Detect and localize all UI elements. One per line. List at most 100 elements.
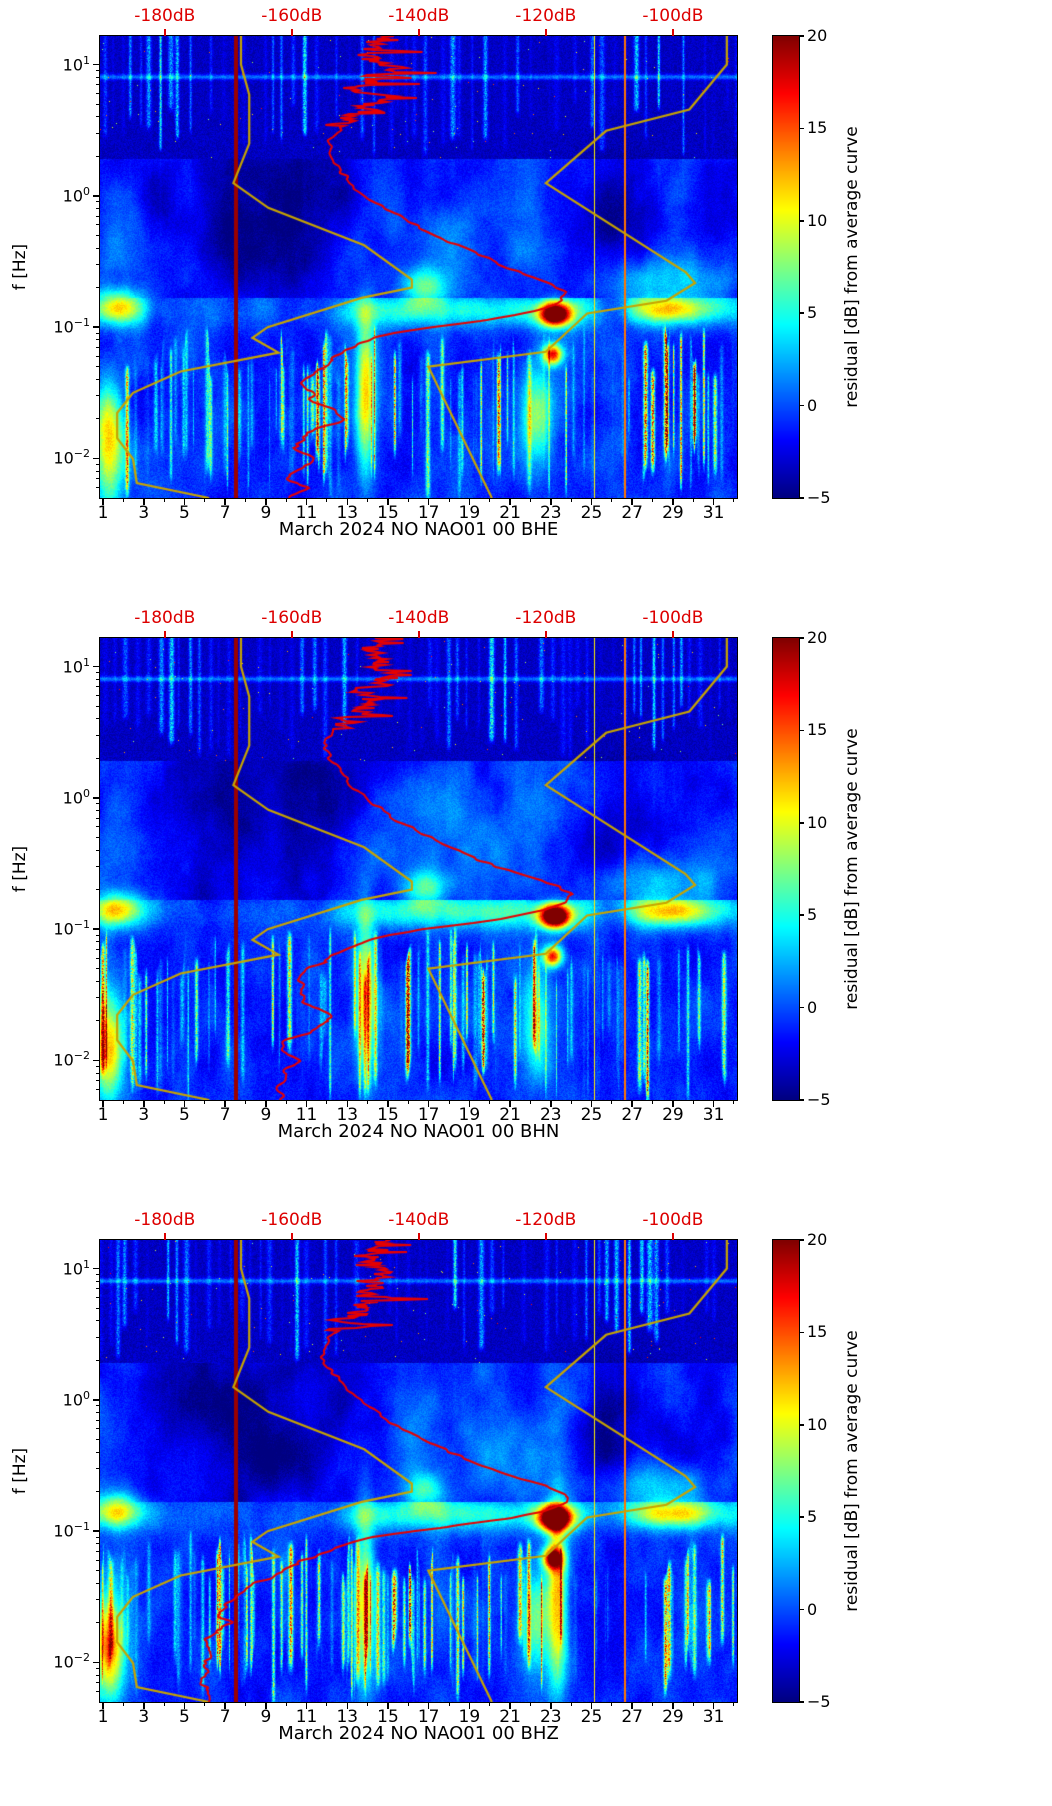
top-axis-label: -100dB [642,6,704,26]
x-tick-label: 29 [662,1105,684,1125]
top-axis-label: -120dB [515,608,577,628]
spectrogram-canvas [100,36,737,498]
top-axis-label: -120dB [515,1210,577,1230]
x-tick-label: 21 [499,1707,521,1727]
colorbar-tick [799,822,804,824]
y-tick [93,63,100,66]
x-tick-label: 17 [417,1707,440,1727]
top-axis-label: -160dB [261,1210,323,1230]
y-minor-tick [96,934,100,936]
colorbar-tick-label: 20 [807,1230,828,1249]
x-minor-tick [611,498,613,502]
y-minor-tick [96,84,100,86]
x-tick [631,1702,633,1709]
x-tick [550,1100,552,1107]
top-axis-tick [418,29,420,36]
y-tick-label: 10−1 [53,316,90,337]
y-minor-tick [96,355,100,357]
y-minor-tick [96,1536,100,1538]
y-minor-tick [96,1438,100,1440]
y-minor-tick [96,1468,100,1470]
x-minor-tick [652,1702,654,1706]
x-tick-label: 11 [295,503,318,523]
colorbar-frame [772,637,800,1101]
x-tick-label: 27 [621,503,644,523]
colorbar-tick-label: 0 [807,1599,818,1619]
colorbar-title: residual [dB] from average curve [842,126,862,408]
y-minor-tick [96,70,100,72]
colorbar-title: residual [dB] from average curve [842,1330,862,1612]
colorbar-canvas [773,36,799,498]
colorbar-tick [799,729,804,732]
y-minor-tick [96,1599,100,1601]
x-tick [590,1100,593,1107]
colorbar-tick-label: 10 [807,210,828,230]
colorbar-tick-label: 20 [807,628,828,647]
y-minor-tick [96,1691,100,1693]
top-axis-tick [545,631,547,638]
x-tick [143,1100,145,1107]
top-axis-tick [418,1233,420,1240]
y-minor-tick [96,103,100,105]
colorbar-tick-label: −5 [807,1692,831,1711]
y-minor-tick [96,287,100,289]
x-tick [102,1100,104,1107]
x-minor-tick [570,498,572,502]
y-minor-tick [96,1405,100,1407]
y-tick [93,797,100,799]
x-tick-label: 13 [336,503,359,523]
y-axis-title: f [Hz] [10,1447,30,1495]
x-minor-tick [448,498,450,502]
y-tick [93,1267,100,1270]
x-tick-label: 3 [138,1105,150,1125]
x-minor-tick [448,1100,450,1104]
y-axis-title: f [Hz] [10,243,30,291]
y-tick-label: 100 [62,184,90,206]
x-tick [305,1100,308,1107]
y-minor-tick [96,1072,100,1074]
y-minor-tick [96,1280,100,1282]
y-minor-tick [96,418,100,420]
x-minor-tick [407,1702,409,1706]
y-minor-tick [96,672,100,674]
y-minor-tick [96,949,100,950]
x-minor-tick [570,1100,572,1104]
top-axis-label: -100dB [642,1210,704,1230]
y-minor-tick [96,1359,100,1361]
x-minor-tick [652,1100,654,1104]
x-minor-tick [204,498,206,502]
plot-title: March 2024 NO NAO01 00 BHN [277,1121,560,1142]
top-axis-label: -100dB [642,608,704,628]
x-tick [143,1702,145,1709]
colorbar-tick [799,1239,804,1241]
y-axis-title: f [Hz] [10,845,30,893]
x-tick-label: 9 [260,1105,272,1125]
plot-title: March 2024 NO NAO01 00 BHE [278,519,559,540]
y-minor-tick [96,1428,100,1430]
colorbar-canvas [773,1240,799,1702]
x-tick [224,1100,226,1107]
x-tick [183,1100,186,1107]
y-minor-tick [96,1274,100,1276]
x-tick [346,498,349,505]
y-minor-tick [96,695,100,697]
x-minor-tick [407,498,409,502]
y-minor-tick [96,1674,100,1676]
colorbar-tick [799,312,804,314]
x-tick-label: 11 [295,1707,318,1727]
x-tick [183,498,186,505]
y-minor-tick [96,1320,100,1322]
x-tick [631,1100,633,1107]
x-tick-label: 1 [97,1707,109,1727]
y-minor-tick [96,997,100,999]
colorbar-tick [799,35,804,37]
y-minor-tick [96,478,100,480]
y-minor-tick [96,757,100,759]
top-axis-tick [291,1233,293,1240]
y-minor-tick [96,201,100,203]
y-minor-tick [96,208,100,210]
x-tick-label: 31 [702,1105,725,1125]
x-tick-label: 13 [336,1105,359,1125]
x-tick [509,498,511,505]
x-tick-label: 9 [260,1707,272,1727]
